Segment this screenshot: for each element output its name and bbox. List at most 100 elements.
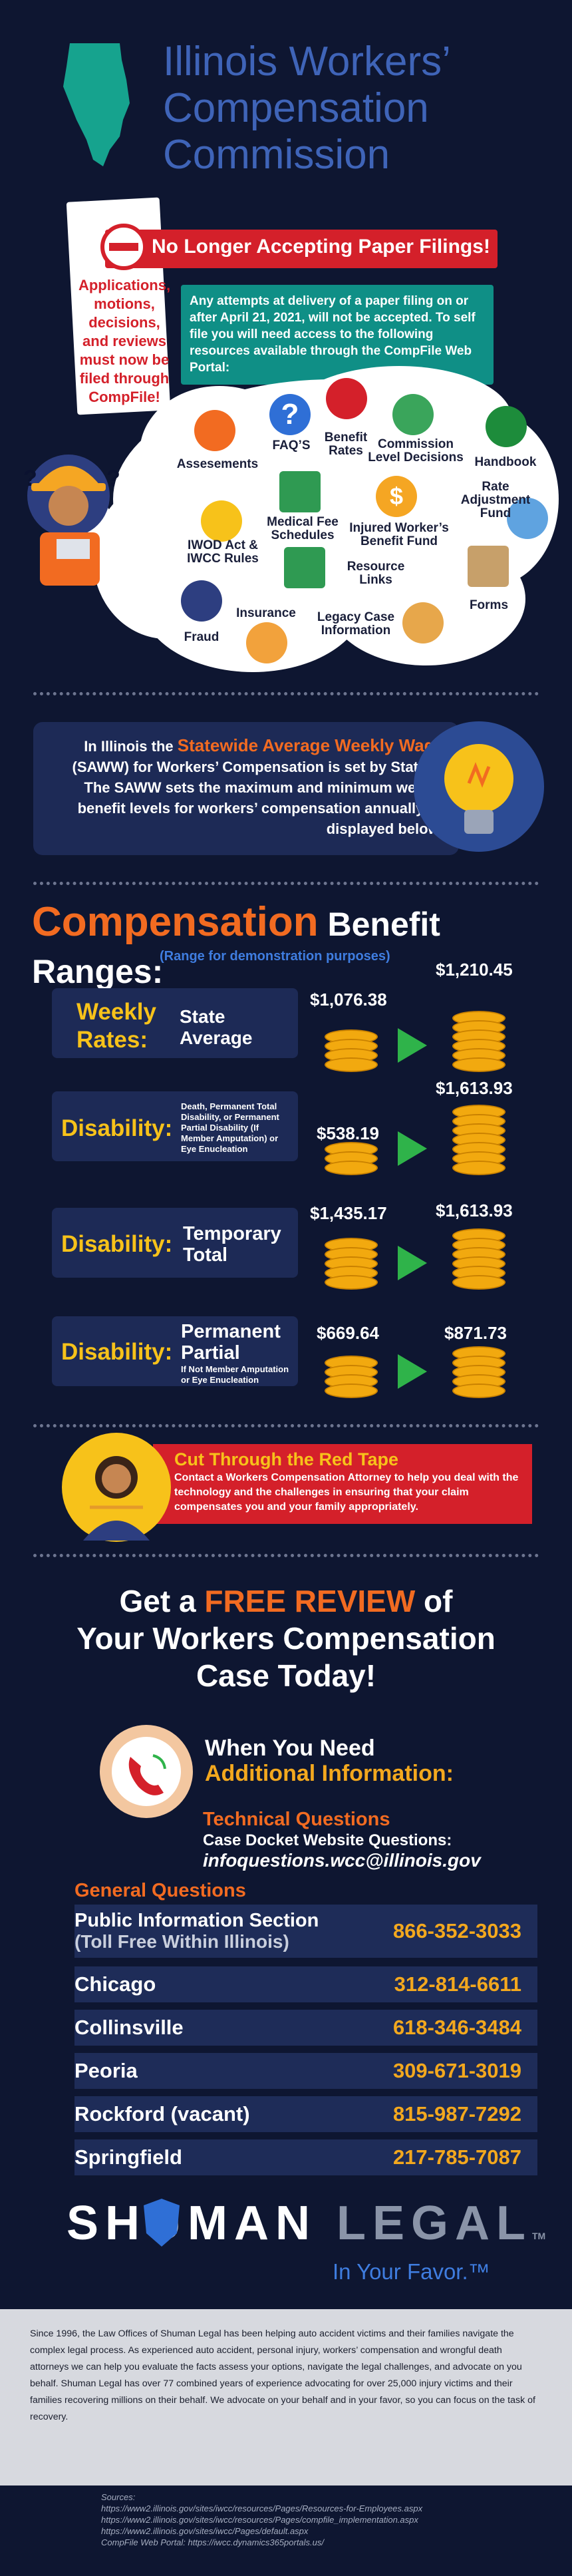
resource-label-decisions: Commission Level Decisions — [368, 437, 464, 464]
general-title: General Questions — [74, 1880, 246, 1901]
free-review-heading: Get a FREE REVIEW of Your Workers Compen… — [0, 1582, 572, 1694]
rate-min: $669.64 — [317, 1323, 379, 1343]
coin-stack — [452, 1228, 505, 1290]
coin — [452, 1057, 505, 1072]
svg-text:?: ? — [106, 466, 120, 491]
rate-min: $1,435.17 — [310, 1203, 387, 1223]
svg-text:?: ? — [23, 466, 37, 491]
saww-highlight: Statewide Average Weekly Wage — [177, 735, 444, 755]
page-title-line1: Illinois Workers’ — [163, 39, 451, 85]
rate-label: Weekly Rates: — [76, 999, 156, 1053]
attorney-icon — [62, 1433, 171, 1542]
shield-icon — [144, 2199, 180, 2247]
forms-icon — [468, 546, 509, 587]
red-tape-title: Cut Through the Red Tape — [174, 1449, 398, 1469]
ranges-title: Compensation Benefit Ranges: — [32, 898, 572, 993]
rate-min: $1,076.38 — [310, 990, 387, 1010]
coin — [452, 1383, 505, 1398]
resource-label-rate-adjustment: Rate Adjustment Fund — [460, 480, 531, 520]
coin — [452, 1275, 505, 1290]
rate-adjustment-icon — [507, 498, 548, 539]
divider — [33, 882, 539, 885]
ranges-title-a: Compensation — [32, 899, 319, 945]
rate-min: $538.19 — [317, 1123, 379, 1143]
resource-label-iwod: IWOD Act & IWCC Rules — [187, 538, 259, 566]
resource-label-links: Resource Links — [347, 560, 405, 587]
saww-prefix: In Illinois the — [84, 738, 178, 755]
phone-row: Collinsville 618-346-3484 — [74, 2010, 537, 2046]
page-title-line2: Compensation — [163, 85, 429, 131]
sources-title: Sources: — [101, 2492, 136, 2502]
decisions-icon — [392, 394, 434, 435]
legacy-case-icon — [402, 602, 444, 644]
phone-name: Public Information Section — [74, 1910, 319, 1931]
coin — [325, 1161, 378, 1175]
source-link[interactable]: https://www2.illinois.gov/sites/iwcc/res… — [101, 2503, 423, 2513]
source-link[interactable]: https://www2.illinois.gov/sites/iwcc/Pag… — [101, 2526, 309, 2536]
insurance-icon — [246, 622, 287, 663]
rate-note: If Not Member Amputation or Eye Enucleat… — [181, 1364, 289, 1385]
arrow-right-icon — [398, 1354, 427, 1389]
free-review-highlight: FREE REVIEW — [204, 1584, 416, 1618]
brand-tm: TM — [531, 2231, 546, 2241]
divider — [33, 1554, 539, 1557]
free-review-line1-a: Get a — [119, 1584, 205, 1618]
red-tape-body: Contact a Workers Compensation Attorney … — [174, 1472, 519, 1513]
benefit-fund-icon: $ — [376, 476, 417, 517]
phone-number[interactable]: 217-785-7087 — [392, 2145, 521, 2169]
phone-row: Chicago 312-814-6611 — [74, 1966, 537, 2002]
coin-stack — [452, 1011, 505, 1072]
resource-label-faq: FAQ’S — [272, 439, 311, 453]
red-tape-banner — [153, 1444, 532, 1524]
notice-body-text: Any attempts at delivery of a paper fili… — [190, 294, 476, 375]
phone-number[interactable]: 312-814-6611 — [394, 1972, 521, 1996]
fraud-icon — [181, 580, 222, 622]
resource-label-handbook: Handbook — [474, 455, 537, 469]
phone-number[interactable]: 815-987-7292 — [392, 2102, 521, 2125]
coin — [325, 1057, 378, 1072]
phone-row: Springfield 217-785-7087 — [74, 2139, 537, 2175]
resource-label-benefit-rates: Benefit Rates — [324, 431, 368, 458]
tech-email-link[interactable]: infoquestions.wcc@illinois.gov — [203, 1850, 481, 1871]
saww-rest: (SAWW) for Workers’ Compensation is set … — [72, 759, 444, 837]
notice-body-box — [181, 285, 494, 385]
page-title-line3: Commission — [163, 132, 390, 178]
rate-desc: Permanent Partial — [181, 1321, 281, 1364]
resource-label-medical-fee: Medical Fee Schedules — [267, 515, 339, 542]
saww-text: In Illinois the Statewide Average Weekly… — [45, 735, 444, 839]
resource-label-legacy: Legacy Case Information — [317, 610, 395, 638]
no-entry-icon — [100, 224, 147, 270]
worker-icon: ? ? — [23, 455, 120, 586]
phone-row-labels: Public Information Section (Toll Free Wi… — [74, 1910, 319, 1952]
phone-name: Springfield — [74, 2145, 182, 2169]
about-text: Since 1996, the Law Offices of Shuman Le… — [30, 2328, 535, 2422]
coin-stack — [325, 1238, 378, 1290]
benefit-rates-icon — [326, 378, 367, 419]
handbook-icon — [486, 406, 527, 447]
iwod-rules-icon — [201, 500, 242, 542]
rate-max: $1,613.93 — [436, 1200, 513, 1220]
coin — [325, 1275, 378, 1290]
brand-name-a: SHUMAN — [67, 2197, 317, 2250]
rate-row-temporary — [52, 1208, 298, 1278]
source-link[interactable]: CompFile Web Portal: https://iwcc.dynami… — [101, 2537, 325, 2547]
resource-label-insurance: Insurance — [236, 606, 296, 620]
rate-note: Death, Permanent Total Disability, or Pe… — [181, 1101, 279, 1154]
rate-max: $1,613.93 — [436, 1078, 513, 1098]
notice-banner — [105, 230, 498, 268]
brand-logo: SHUMAN LEGALTM — [67, 2196, 545, 2251]
phone-sub: (Toll Free Within Illinois) — [74, 1931, 289, 1952]
resource-label-assessments: Assesements — [176, 457, 259, 471]
rate-label: Disability: — [61, 1115, 173, 1141]
rate-row-weekly — [52, 988, 298, 1058]
rate-row-disability-death — [52, 1091, 298, 1161]
free-review-line3: Case Today! — [196, 1658, 376, 1693]
source-link[interactable]: https://www2.illinois.gov/sites/iwcc/res… — [101, 2515, 418, 2525]
phone-name: Rockford (vacant) — [74, 2102, 250, 2125]
resource-label-forms: Forms — [469, 598, 509, 612]
phone-number[interactable]: 309-671-3019 — [392, 2059, 521, 2082]
coin-stack — [452, 1105, 505, 1175]
arrow-right-icon — [398, 1028, 427, 1063]
phone-number[interactable]: 618-346-3484 — [392, 2016, 521, 2039]
phone-number[interactable]: 866-352-3033 — [392, 1919, 521, 1942]
